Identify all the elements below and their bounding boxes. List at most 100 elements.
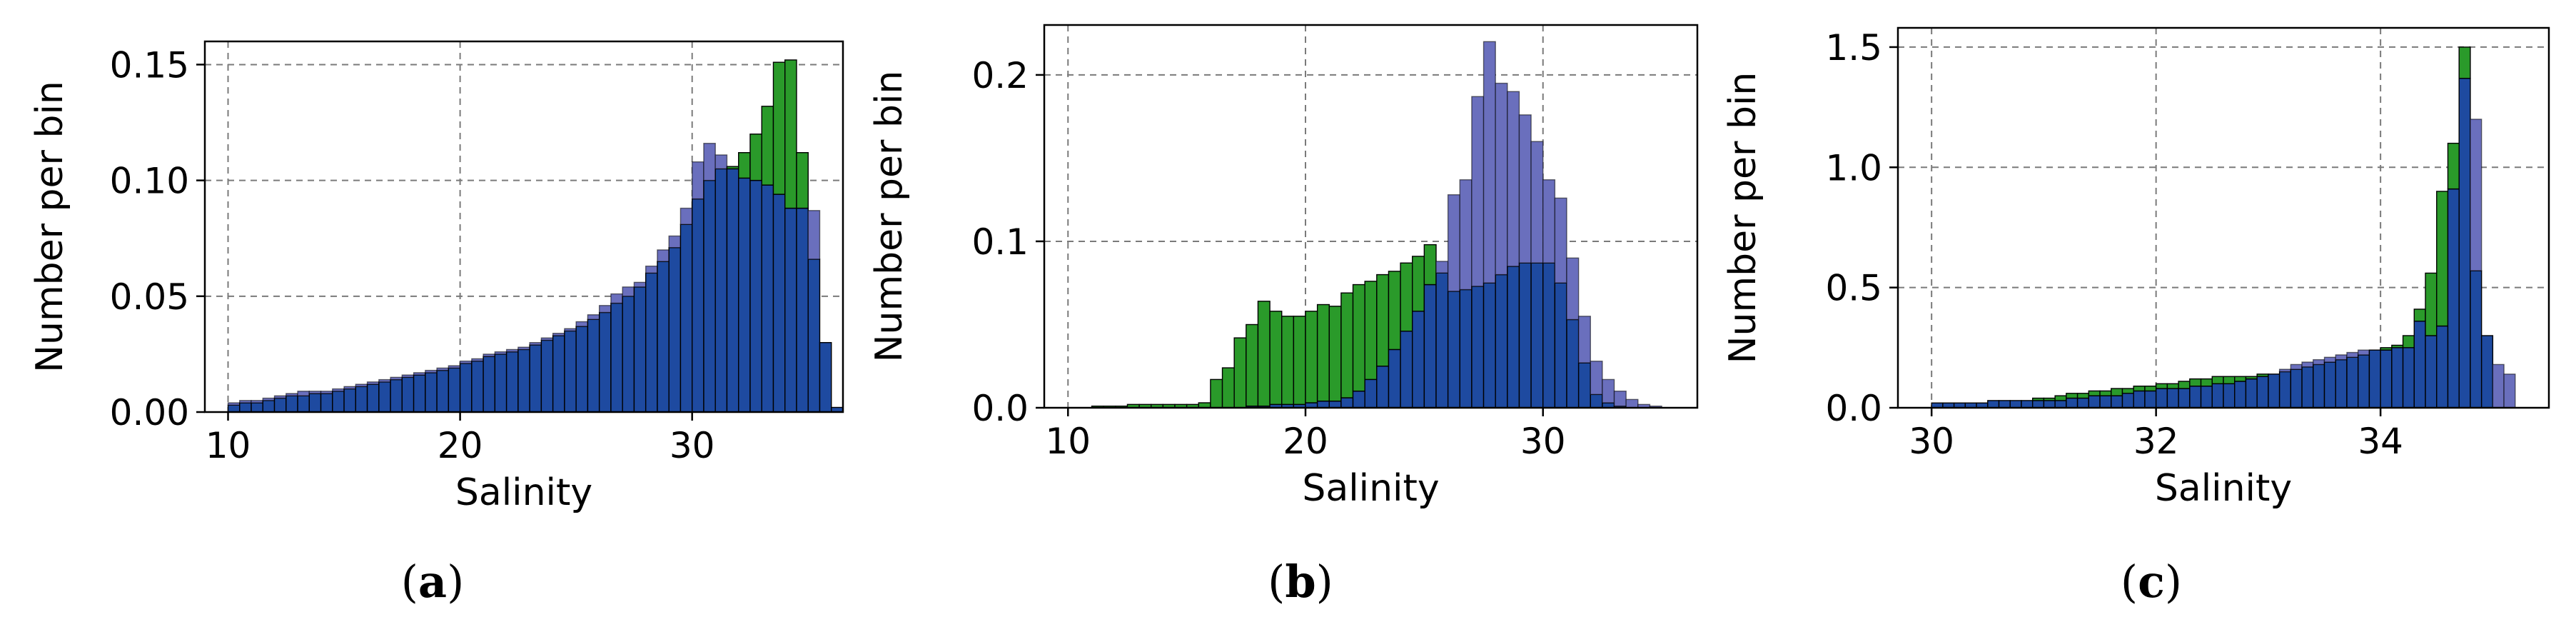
histogram-bar-overlap [714,168,728,413]
histogram-bar-blue [575,321,589,327]
histogram-bar-blue [494,351,507,355]
histogram-bar-blue [633,281,647,288]
histogram-bar-overlap [1376,366,1390,408]
histogram-bar-blue [355,383,368,388]
histogram-bar-overlap [505,351,519,413]
histogram-bar-blue [251,400,263,403]
histogram-bar-overlap [807,259,821,413]
histogram-bar-overlap [2009,400,2022,408]
histogram-bar-overlap [2380,349,2393,408]
histogram-bar-blue [2357,349,2370,356]
histogram-bar-overlap [1554,282,1567,408]
axes-frame [1043,24,1699,409]
y-tick-label: 0.0 [971,388,1029,429]
histogram-bar-blue [1530,141,1544,264]
histogram-bar-overlap [2166,388,2179,408]
histogram-bar-blue [517,346,530,351]
histogram-bar-overlap [320,393,333,413]
histogram-bar-blue [1471,96,1485,287]
histogram-bar-overlap [691,198,704,413]
histogram-bar-overlap [1340,397,1354,408]
x-tick-label: 10 [1045,421,1091,462]
histogram-bar-blue [378,378,391,383]
caption-letter: a [418,556,447,608]
histogram-bar-overlap [819,341,832,413]
histogram-bar-blue [343,386,357,390]
histogram-bar-overlap [425,372,438,413]
histogram-bar-blue [529,341,542,346]
histogram-bar-overlap [2470,270,2482,408]
histogram-bar-overlap [378,381,391,413]
histogram-bar-overlap [540,339,554,413]
histogram-bar-blue [227,402,241,406]
histogram-bar-overlap [2155,388,2168,408]
histogram-bar-green [784,59,797,209]
histogram-bar-green [1328,306,1342,402]
histogram-bar-overlap [668,246,682,413]
histogram-bar-green [2436,191,2449,327]
histogram-bar-blue [297,391,310,396]
histogram-bar-overlap [2076,397,2090,408]
histogram-bar-overlap [2223,383,2236,408]
histogram-bar-blue [1483,41,1496,284]
histogram-bar-green [2099,390,2112,396]
histogram-bar-green [2402,335,2415,348]
y-axis-label: Number per bin [868,71,911,363]
histogram-bar-blue [1554,197,1567,284]
histogram-bar-overlap [355,386,368,413]
histogram-bar-green [2425,272,2438,336]
histogram-bar-blue [2335,354,2348,361]
histogram-bar-blue [1590,361,1603,396]
x-axis-label: Salinity [1302,467,1439,510]
x-axis-label: Salinity [2155,467,2292,510]
histogram-bar-overlap [2346,356,2359,408]
histogram-bar-overlap [1987,400,2000,408]
histogram-bar-overlap [1483,282,1496,408]
histogram-bar-blue [807,210,821,260]
histogram-bar-overlap [1459,289,1473,408]
histogram-bar-overlap [1998,400,2011,408]
histogram-bar-green [2447,142,2460,190]
histogram-bar-overlap [517,348,530,413]
histogram-bar-overlap [1518,262,1532,408]
histogram-bar-blue [1459,179,1473,291]
histogram-bar-green [2380,347,2393,351]
histogram-bar-overlap [1423,284,1437,408]
histogram-bar-blue [598,305,612,314]
histogram-bar-overlap [1566,318,1580,408]
histogram-bar-green [1316,304,1330,402]
histogram-bar-overlap [2335,358,2348,408]
histogram-bar-blue [273,395,287,399]
histogram-bar-green [2189,378,2202,387]
histogram-bar-overlap [703,179,716,413]
histogram-bar-overlap [2054,400,2067,408]
histogram-bar-overlap [2425,335,2438,408]
x-tick-label: 10 [206,425,251,466]
histogram-bar-green [1233,337,1247,408]
y-tick-label: 0.15 [110,44,189,86]
histogram-bar-blue [668,235,682,249]
histogram-bar-overlap [286,395,298,413]
histogram-bar-overlap [471,360,484,413]
histogram-bar-overlap [1495,274,1508,408]
x-axis-label: Salinity [455,471,592,514]
panel-b: 10 20 30 0.0 0.1 0.2 Salinity Number per bin (b) [868,24,1699,608]
histogram-bar-blue [320,391,333,394]
histogram-bar-overlap [1364,378,1378,408]
histogram-bar-overlap [2121,393,2134,408]
caption-close-paren: ) [1316,556,1333,608]
histogram-bar-overlap [2111,395,2123,408]
histogram-bar-overlap [610,302,623,413]
histogram-bar-overlap [459,363,473,413]
histogram-bar-blue [2492,363,2505,408]
histogram-bar-blue [2278,368,2292,373]
histogram-bar-overlap [2480,335,2494,408]
histogram-bar-blue [308,391,322,394]
histogram-bar-overlap [796,207,809,413]
histogram-bar-overlap [633,286,647,413]
histogram-bar-blue [448,365,461,369]
histogram-bar-overlap [2278,371,2292,408]
histogram-bar-green [2111,388,2123,396]
histogram-bar-green [2133,385,2146,392]
